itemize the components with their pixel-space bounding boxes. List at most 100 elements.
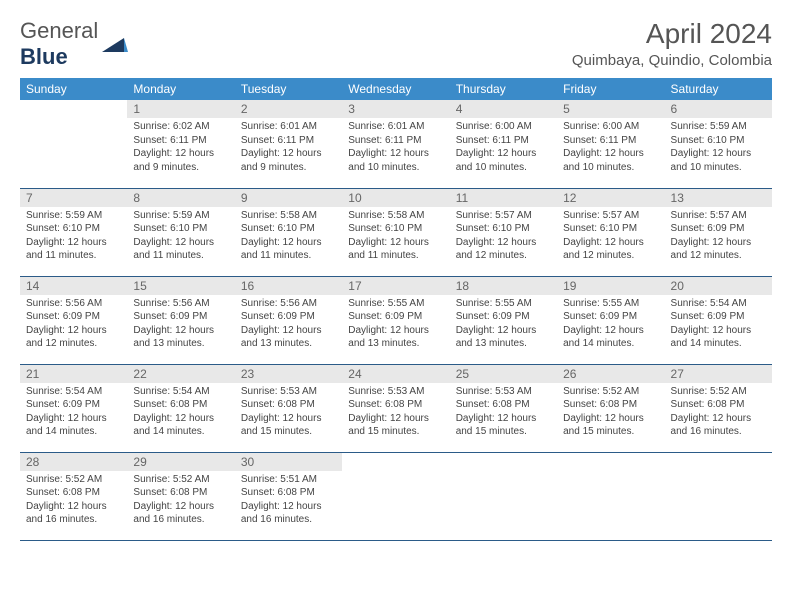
calendar-day-cell: 22Sunrise: 5:54 AMSunset: 6:08 PMDayligh… <box>127 364 234 452</box>
day-number: 16 <box>235 277 342 295</box>
day-number: 1 <box>127 100 234 118</box>
calendar-day-cell: 11Sunrise: 5:57 AMSunset: 6:10 PMDayligh… <box>450 188 557 276</box>
day-number: 21 <box>20 365 127 383</box>
day-details: Sunrise: 6:00 AMSunset: 6:11 PMDaylight:… <box>450 118 557 178</box>
day-details: Sunrise: 5:52 AMSunset: 6:08 PMDaylight:… <box>665 383 772 443</box>
calendar-day-cell: 18Sunrise: 5:55 AMSunset: 6:09 PMDayligh… <box>450 276 557 364</box>
calendar-day-cell: 4Sunrise: 6:00 AMSunset: 6:11 PMDaylight… <box>450 100 557 188</box>
day-number: 29 <box>127 453 234 471</box>
calendar-body: ..1Sunrise: 6:02 AMSunset: 6:11 PMDaylig… <box>20 100 772 540</box>
day-details: Sunrise: 5:53 AMSunset: 6:08 PMDaylight:… <box>342 383 449 443</box>
day-details: Sunrise: 5:52 AMSunset: 6:08 PMDaylight:… <box>127 471 234 531</box>
calendar-day-cell: .. <box>342 452 449 540</box>
day-number: 15 <box>127 277 234 295</box>
location-text: Quimbaya, Quindio, Colombia <box>572 52 772 69</box>
day-number: 13 <box>665 189 772 207</box>
day-number: 24 <box>342 365 449 383</box>
day-number: 28 <box>20 453 127 471</box>
calendar-day-cell: 19Sunrise: 5:55 AMSunset: 6:09 PMDayligh… <box>557 276 664 364</box>
day-details: Sunrise: 5:54 AMSunset: 6:09 PMDaylight:… <box>20 383 127 443</box>
day-number: 8 <box>127 189 234 207</box>
calendar-day-cell: 28Sunrise: 5:52 AMSunset: 6:08 PMDayligh… <box>20 452 127 540</box>
day-details: Sunrise: 6:01 AMSunset: 6:11 PMDaylight:… <box>235 118 342 178</box>
day-details: Sunrise: 5:56 AMSunset: 6:09 PMDaylight:… <box>127 295 234 355</box>
weekday-header: Sunday <box>20 78 127 100</box>
day-details: Sunrise: 5:55 AMSunset: 6:09 PMDaylight:… <box>557 295 664 355</box>
day-details: Sunrise: 5:51 AMSunset: 6:08 PMDaylight:… <box>235 471 342 531</box>
day-number: 5 <box>557 100 664 118</box>
calendar-week-row: 7Sunrise: 5:59 AMSunset: 6:10 PMDaylight… <box>20 188 772 276</box>
calendar-day-cell: 17Sunrise: 5:55 AMSunset: 6:09 PMDayligh… <box>342 276 449 364</box>
day-details: Sunrise: 5:54 AMSunset: 6:09 PMDaylight:… <box>665 295 772 355</box>
calendar-day-cell: 27Sunrise: 5:52 AMSunset: 6:08 PMDayligh… <box>665 364 772 452</box>
day-number: 12 <box>557 189 664 207</box>
day-details: Sunrise: 5:56 AMSunset: 6:09 PMDaylight:… <box>235 295 342 355</box>
day-number: 20 <box>665 277 772 295</box>
day-number: 10 <box>342 189 449 207</box>
calendar-day-cell: 29Sunrise: 5:52 AMSunset: 6:08 PMDayligh… <box>127 452 234 540</box>
day-details: Sunrise: 5:57 AMSunset: 6:09 PMDaylight:… <box>665 207 772 267</box>
calendar-day-cell: .. <box>20 100 127 188</box>
page-title: April 2024 <box>572 18 772 50</box>
day-number: 18 <box>450 277 557 295</box>
calendar-day-cell: 7Sunrise: 5:59 AMSunset: 6:10 PMDaylight… <box>20 188 127 276</box>
header: General Blue April 2024 Quimbaya, Quindi… <box>20 18 772 70</box>
weekday-header: Friday <box>557 78 664 100</box>
day-number: 27 <box>665 365 772 383</box>
calendar-day-cell: 20Sunrise: 5:54 AMSunset: 6:09 PMDayligh… <box>665 276 772 364</box>
day-details: Sunrise: 5:59 AMSunset: 6:10 PMDaylight:… <box>665 118 772 178</box>
day-number: 23 <box>235 365 342 383</box>
day-number: 26 <box>557 365 664 383</box>
day-number: 11 <box>450 189 557 207</box>
calendar-day-cell: 12Sunrise: 5:57 AMSunset: 6:10 PMDayligh… <box>557 188 664 276</box>
day-details: Sunrise: 6:01 AMSunset: 6:11 PMDaylight:… <box>342 118 449 178</box>
calendar-day-cell: 14Sunrise: 5:56 AMSunset: 6:09 PMDayligh… <box>20 276 127 364</box>
day-details: Sunrise: 6:02 AMSunset: 6:11 PMDaylight:… <box>127 118 234 178</box>
day-details: Sunrise: 5:59 AMSunset: 6:10 PMDaylight:… <box>127 207 234 267</box>
logo-triangle-icon <box>102 36 128 52</box>
calendar-day-cell: 16Sunrise: 5:56 AMSunset: 6:09 PMDayligh… <box>235 276 342 364</box>
day-number: 7 <box>20 189 127 207</box>
day-number: 4 <box>450 100 557 118</box>
weekday-header: Monday <box>127 78 234 100</box>
weekday-header: Saturday <box>665 78 772 100</box>
day-details: Sunrise: 5:55 AMSunset: 6:09 PMDaylight:… <box>450 295 557 355</box>
calendar-day-cell: .. <box>557 452 664 540</box>
day-details: Sunrise: 5:53 AMSunset: 6:08 PMDaylight:… <box>235 383 342 443</box>
calendar-day-cell: .. <box>450 452 557 540</box>
calendar-day-cell: 2Sunrise: 6:01 AMSunset: 6:11 PMDaylight… <box>235 100 342 188</box>
title-block: April 2024 Quimbaya, Quindio, Colombia <box>572 18 772 69</box>
calendar-day-cell: 5Sunrise: 6:00 AMSunset: 6:11 PMDaylight… <box>557 100 664 188</box>
day-number: 25 <box>450 365 557 383</box>
logo-word-1: General <box>20 18 98 43</box>
day-number: 14 <box>20 277 127 295</box>
day-details: Sunrise: 5:52 AMSunset: 6:08 PMDaylight:… <box>20 471 127 531</box>
calendar-day-cell: 15Sunrise: 5:56 AMSunset: 6:09 PMDayligh… <box>127 276 234 364</box>
calendar-day-cell: 23Sunrise: 5:53 AMSunset: 6:08 PMDayligh… <box>235 364 342 452</box>
calendar-day-cell: 1Sunrise: 6:02 AMSunset: 6:11 PMDaylight… <box>127 100 234 188</box>
day-details: Sunrise: 6:00 AMSunset: 6:11 PMDaylight:… <box>557 118 664 178</box>
calendar-day-cell: 8Sunrise: 5:59 AMSunset: 6:10 PMDaylight… <box>127 188 234 276</box>
calendar-day-cell: 26Sunrise: 5:52 AMSunset: 6:08 PMDayligh… <box>557 364 664 452</box>
calendar-day-cell: 24Sunrise: 5:53 AMSunset: 6:08 PMDayligh… <box>342 364 449 452</box>
day-number: 17 <box>342 277 449 295</box>
calendar-week-row: ..1Sunrise: 6:02 AMSunset: 6:11 PMDaylig… <box>20 100 772 188</box>
day-number: 30 <box>235 453 342 471</box>
calendar-week-row: 14Sunrise: 5:56 AMSunset: 6:09 PMDayligh… <box>20 276 772 364</box>
calendar-day-cell: 6Sunrise: 5:59 AMSunset: 6:10 PMDaylight… <box>665 100 772 188</box>
calendar-week-row: 21Sunrise: 5:54 AMSunset: 6:09 PMDayligh… <box>20 364 772 452</box>
calendar-day-cell: 21Sunrise: 5:54 AMSunset: 6:09 PMDayligh… <box>20 364 127 452</box>
weekday-header: Thursday <box>450 78 557 100</box>
weekday-header-row: Sunday Monday Tuesday Wednesday Thursday… <box>20 78 772 100</box>
day-details: Sunrise: 5:53 AMSunset: 6:08 PMDaylight:… <box>450 383 557 443</box>
day-number: 6 <box>665 100 772 118</box>
calendar-day-cell: .. <box>665 452 772 540</box>
calendar-week-row: 28Sunrise: 5:52 AMSunset: 6:08 PMDayligh… <box>20 452 772 540</box>
logo-text: General Blue <box>20 18 98 70</box>
day-details: Sunrise: 5:56 AMSunset: 6:09 PMDaylight:… <box>20 295 127 355</box>
calendar-day-cell: 30Sunrise: 5:51 AMSunset: 6:08 PMDayligh… <box>235 452 342 540</box>
calendar-day-cell: 10Sunrise: 5:58 AMSunset: 6:10 PMDayligh… <box>342 188 449 276</box>
calendar-day-cell: 9Sunrise: 5:58 AMSunset: 6:10 PMDaylight… <box>235 188 342 276</box>
day-details: Sunrise: 5:57 AMSunset: 6:10 PMDaylight:… <box>450 207 557 267</box>
calendar-table: Sunday Monday Tuesday Wednesday Thursday… <box>20 78 772 541</box>
